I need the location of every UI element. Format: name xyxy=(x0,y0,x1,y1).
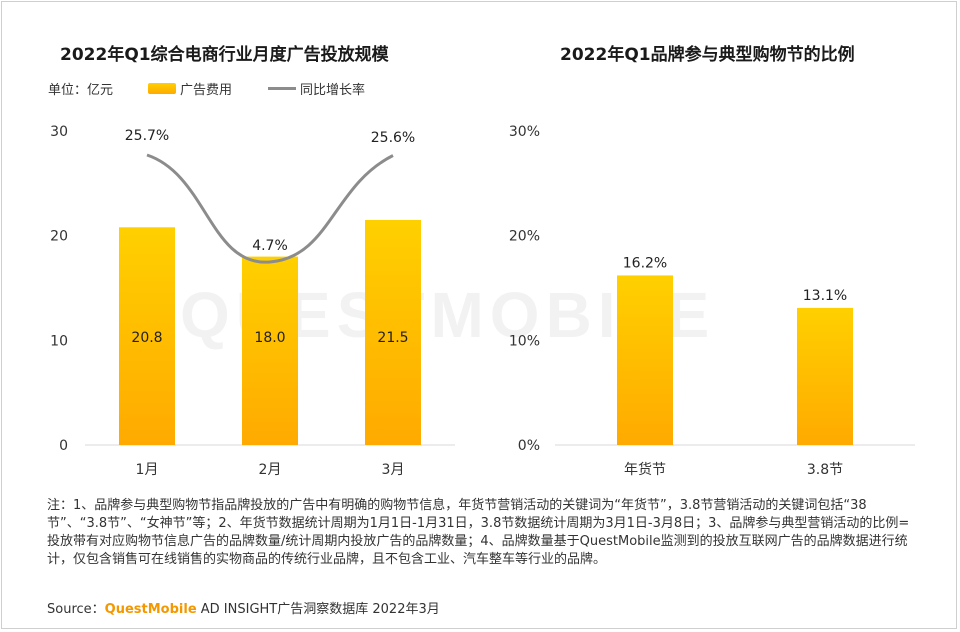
left-xtick-label: 3月 xyxy=(382,462,405,478)
left-ytick-label: 0 xyxy=(59,438,68,454)
unit-label: 单位：亿元 xyxy=(48,83,114,98)
right-ytick-label: 20% xyxy=(509,229,540,245)
bar-value-label: 16.2% xyxy=(623,255,667,271)
growth-rate-label: 25.6% xyxy=(371,130,415,146)
source-suffix: AD INSIGHT广告洞察数据库 2022年3月 xyxy=(196,602,440,617)
bar-value-label: 20.8 xyxy=(131,330,162,346)
left-xtick-label: 1月 xyxy=(136,462,159,478)
bar-festival-share xyxy=(797,307,853,445)
right-xtick-label: 年货节 xyxy=(624,461,666,478)
right-chart-title: 2022年Q1品牌参与典型购物节的比例 xyxy=(560,45,855,65)
left-ytick-label: 10 xyxy=(50,333,68,349)
legend-line-label: 同比增长率 xyxy=(300,83,366,98)
bar-value-label: 18.0 xyxy=(254,330,285,346)
left-chart: 0 10 20 30 20.8 1月 18.0 2月 21.5 3月 25.7% 4.7% 25.6% xyxy=(50,124,455,478)
right-chart: 0% 10% 20% 30% 16.2% 年货节 13.1% 3.8节 xyxy=(509,124,915,478)
bar-festival-share xyxy=(617,275,673,445)
legend-bar-swatch xyxy=(148,83,176,94)
source-prefix: Source： xyxy=(47,602,105,617)
left-xtick-label: 2月 xyxy=(259,462,282,478)
right-xtick-label: 3.8节 xyxy=(807,462,843,478)
bar-value-label: 13.1% xyxy=(803,288,847,304)
left-ytick-label: 30 xyxy=(50,124,68,140)
bar-ad-spend xyxy=(119,227,175,445)
legend-bar-label: 广告费用 xyxy=(180,83,233,98)
right-ytick-label: 0% xyxy=(518,438,540,454)
footnotes: 注：1、品牌参与典型购物节指品牌投放的广告中有明确的购物节信息，年货节营销活动的… xyxy=(47,498,910,567)
source-brand: QuestMobile xyxy=(104,602,197,617)
growth-rate-line xyxy=(146,153,394,264)
right-ytick-label: 30% xyxy=(509,124,540,140)
bar-ad-spend xyxy=(365,219,421,445)
bar-ad-spend xyxy=(242,256,298,445)
left-chart-title: 2022年Q1综合电商行业月度广告投放规模 xyxy=(60,45,389,65)
legend-line-swatch xyxy=(268,87,296,90)
growth-rate-label: 25.7% xyxy=(125,128,169,144)
growth-rate-label: 4.7% xyxy=(252,238,288,254)
right-ytick-label: 10% xyxy=(509,333,540,349)
source-line: Source：QuestMobile AD INSIGHT广告洞察数据库 202… xyxy=(47,598,440,617)
bar-value-label: 21.5 xyxy=(377,330,408,346)
left-ytick-label: 20 xyxy=(50,229,68,245)
